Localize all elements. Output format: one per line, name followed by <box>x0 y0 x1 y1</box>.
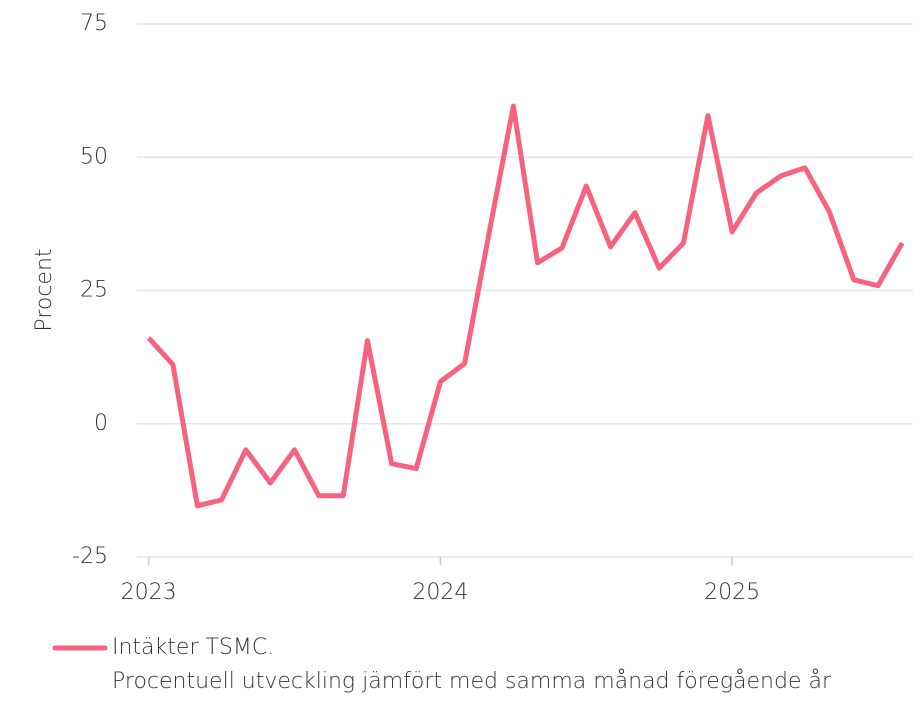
y-tick-label: 25 <box>80 278 108 303</box>
x-tick-label: 2024 <box>412 580 468 605</box>
y-tick-label: 50 <box>80 144 108 169</box>
y-axis-label: Procent <box>32 248 57 331</box>
legend-caption: Procentuell utveckling jämfört med samma… <box>112 669 832 694</box>
y-tick-label: 0 <box>94 411 108 436</box>
x-tick-label: 2023 <box>121 580 177 605</box>
x-tick-label: 2025 <box>704 580 760 605</box>
y-tick-label: -25 <box>72 544 108 569</box>
y-tick-label: 75 <box>80 11 108 36</box>
data-line <box>146 103 905 509</box>
legend-label: Intäkter TSMC. <box>112 635 274 660</box>
